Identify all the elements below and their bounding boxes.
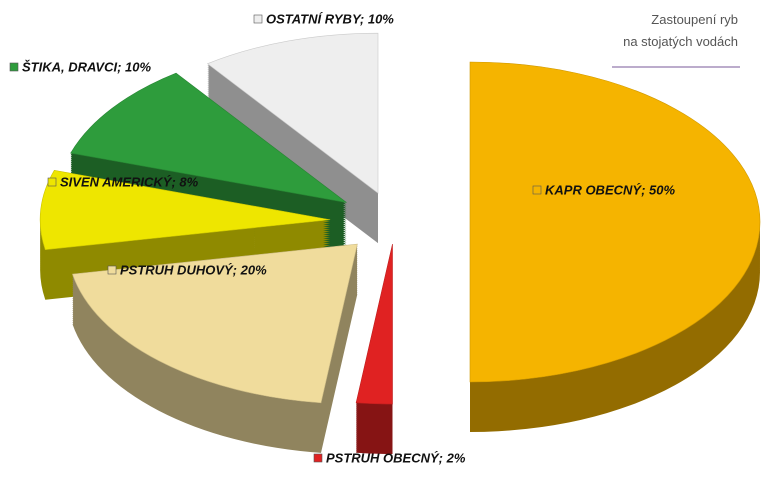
legend-swatch	[253, 14, 263, 24]
chart-title: na stojatých vodách	[623, 34, 738, 49]
slice	[469, 61, 761, 383]
slice	[206, 32, 379, 194]
legend-swatch	[313, 453, 323, 463]
legend-swatch	[107, 265, 117, 275]
data-label: SIVEN AMERICKÝ; 8%	[60, 174, 199, 189]
data-label: KAPR OBECNÝ; 50%	[545, 182, 675, 197]
data-label: PSTRUH DUHOVÝ; 20%	[120, 262, 267, 277]
slice	[70, 72, 347, 203]
chart-title: Zastoupení ryb	[651, 12, 738, 27]
legend-swatch	[9, 62, 19, 72]
slice	[355, 243, 393, 405]
data-label: OSTATNÍ RYBY; 10%	[266, 11, 394, 26]
legend-swatch	[532, 185, 542, 195]
slice	[39, 169, 331, 251]
data-label: PSTRUH OBECNÝ; 2%	[326, 450, 466, 465]
legend-swatch	[47, 177, 57, 187]
data-label: ŠTIKA, DRAVCI; 10%	[22, 59, 151, 74]
slice	[72, 243, 358, 404]
